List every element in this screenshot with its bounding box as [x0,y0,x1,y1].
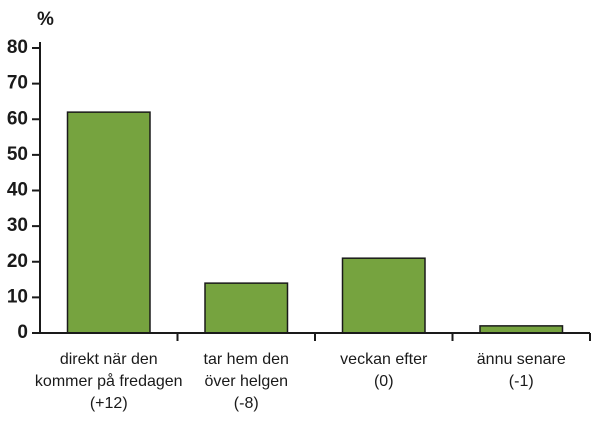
x-tick-label: veckan efter [340,351,428,368]
x-tick-label: (-8) [234,395,259,412]
bar [204,282,289,334]
y-tick-label: 70 [7,73,28,94]
y-tick-label: 30 [7,215,28,236]
x-tick-label: (-1) [509,373,534,390]
y-tick-label: 50 [7,144,28,165]
x-tick-label: direkt när den [60,351,158,368]
bar [341,257,426,334]
y-tick-label: 10 [7,286,28,307]
x-tick-label: kommer på fredagen [35,372,183,390]
y-axis-label: % [37,9,54,30]
x-tick-label: ännu senare [477,351,566,368]
x-tick-label: tar hem den [204,351,289,368]
y-tick-label: 20 [7,251,28,272]
x-tick-label: över helgen [204,373,288,390]
bar [479,325,564,334]
y-tick-label: 80 [7,37,28,58]
x-tick-label: (+12) [90,395,128,412]
bar [66,111,151,334]
y-tick-label: 60 [7,108,28,129]
y-tick-label: 40 [7,180,28,201]
y-tick-label: 0 [17,322,28,343]
x-tick-label: (0) [374,373,394,390]
